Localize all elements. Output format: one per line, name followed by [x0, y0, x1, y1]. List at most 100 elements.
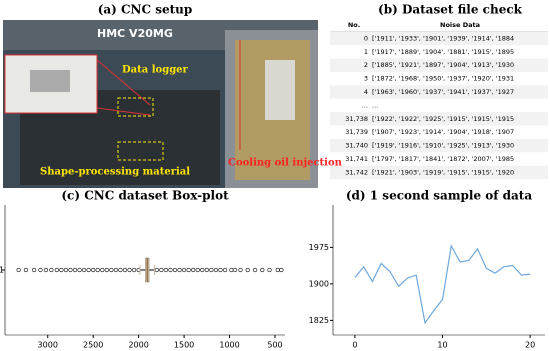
outlier — [38, 267, 43, 273]
outlier — [118, 267, 123, 273]
outlier — [209, 267, 214, 273]
row-index: 4 — [364, 88, 368, 96]
photo-label: Cooling oil injection — [228, 158, 343, 169]
outlier — [232, 267, 238, 273]
outlier — [172, 267, 178, 273]
outlier — [222, 267, 228, 273]
outlier — [267, 267, 272, 273]
table: No. Noise Data 0 ['1911', '1933', '1901', '… — [330, 21, 548, 180]
outlier — [68, 267, 73, 273]
row-data: ... — [372, 101, 378, 109]
outlier — [260, 267, 265, 273]
x-tick-label: 10 — [437, 341, 447, 350]
outlier — [54, 267, 59, 273]
row-data: ['1921', '1903', '1919', '1915', '1915',… — [372, 168, 514, 176]
row-data: ['1797', '1817', '1841', '1872', '2007',… — [372, 155, 514, 163]
x-tick-label: 20 — [525, 341, 535, 350]
row-index: ... — [362, 101, 368, 109]
x-tick-label: 2000 — [128, 341, 148, 350]
row-index: 31,738 — [345, 115, 368, 123]
outlier — [113, 267, 119, 273]
outlier — [245, 267, 250, 273]
x-tick-label: 3000 — [38, 341, 58, 350]
outlier — [191, 267, 196, 273]
row-index: 31,739 — [345, 128, 368, 136]
row-index: 31,740 — [345, 142, 368, 150]
outlier — [154, 267, 159, 273]
outlier — [86, 267, 91, 273]
row-data: ['1907', '1923', '1914', '1904', '1918',… — [372, 128, 514, 136]
outlier — [95, 267, 100, 273]
row-band — [330, 138, 548, 153]
outlier — [213, 267, 219, 273]
table-header: No. — [348, 21, 360, 29]
row-band — [330, 31, 548, 46]
outlier — [229, 267, 234, 273]
row-data: ['1911', '1933', '1901', '1939', '1914',… — [372, 34, 514, 42]
brand: HMC V20MG — [97, 27, 173, 40]
outlier — [279, 267, 284, 273]
x-tick-label: 0 — [352, 341, 357, 350]
panel-title: (c) CNC dataset Box-plot — [61, 189, 229, 203]
row-data: ['1922', '1922', '1925', '1915', '1915',… — [372, 115, 514, 123]
outlier — [91, 267, 96, 273]
row-index: 2 — [364, 61, 368, 69]
outlier — [275, 267, 280, 273]
outlier — [204, 267, 209, 273]
panel-title: (a) CNC setup — [98, 3, 193, 17]
x-tick-label: 500 — [267, 341, 282, 350]
outlier — [109, 267, 114, 273]
panel-title: (b) Dataset file check — [378, 3, 523, 17]
row-index: 31,742 — [345, 168, 368, 176]
x-tick-label: 1000 — [219, 341, 239, 350]
outlier — [131, 267, 137, 273]
row-band — [330, 112, 548, 126]
row-data: ['1885', '1921', '1897', '1904', '1913',… — [372, 61, 514, 69]
row-data: ['1963', '1960', '1937', '1941', '1937',… — [372, 88, 514, 96]
y-tick-label: 1975 — [309, 243, 329, 252]
outlier — [23, 267, 29, 273]
outlier — [163, 267, 169, 273]
table-header: Noise Data — [440, 21, 480, 29]
row-data: ['1872', '1968', '1950', '1937', '1920',… — [372, 75, 514, 83]
outlier — [77, 267, 82, 273]
row-index: 0 — [364, 34, 368, 42]
row-data: ['1917', '1889', '1904', '1881', '1915',… — [372, 48, 514, 56]
x-tick-label: 1500 — [174, 341, 194, 350]
photo-label: Data logger — [122, 65, 189, 76]
outlier — [63, 267, 69, 273]
outlier — [72, 267, 78, 273]
outlier — [43, 267, 49, 273]
outlier — [31, 267, 37, 273]
outlier — [168, 267, 173, 273]
outlier — [122, 267, 128, 273]
row-band — [330, 85, 548, 99]
outlier — [238, 267, 243, 273]
outlier — [59, 267, 64, 273]
x-tick-label: 2500 — [83, 341, 103, 350]
outlier — [177, 267, 182, 273]
outlier — [200, 267, 205, 273]
outlier — [252, 267, 258, 273]
panel-title: (d) 1 second sample of data — [346, 189, 532, 203]
outlier — [195, 267, 200, 273]
row-band — [330, 58, 548, 72]
outlier — [159, 267, 164, 273]
row-index: 3 — [364, 75, 368, 83]
data-line — [354, 244, 531, 325]
outlier — [181, 267, 187, 273]
y-tick-label: 1900 — [309, 279, 329, 288]
outlier — [81, 267, 87, 273]
y-tick-label: 1825 — [309, 316, 329, 325]
row-band — [330, 165, 548, 180]
row-index: 1 — [364, 48, 368, 56]
outlier — [104, 267, 109, 273]
y-tick-label: 1 — [0, 266, 4, 275]
row-index: 31,741 — [345, 155, 368, 163]
outlier — [127, 267, 132, 273]
photo-label: Shape-processing material — [40, 167, 190, 178]
photo: HMC V20MG Data logger Shape-processing m… — [3, 20, 343, 188]
outlier — [49, 267, 54, 273]
